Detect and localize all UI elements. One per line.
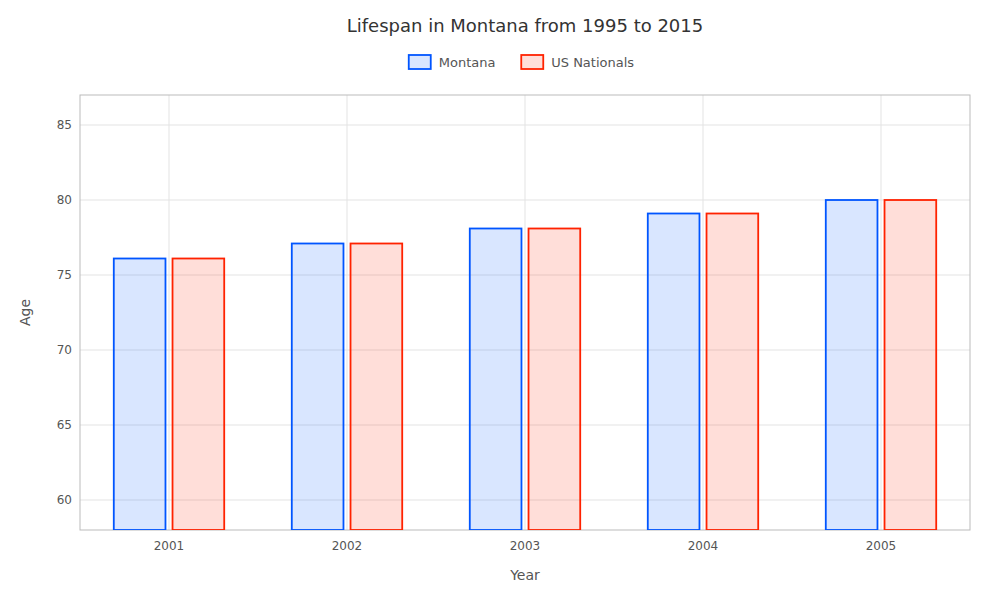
x-tick-label: 2004	[688, 539, 719, 553]
x-tick-label: 2002	[332, 539, 363, 553]
x-tick-label: 2005	[866, 539, 897, 553]
bar	[114, 259, 166, 531]
chart-title: Lifespan in Montana from 1995 to 2015	[347, 15, 703, 36]
x-tick-label: 2003	[510, 539, 541, 553]
legend-swatch	[521, 55, 543, 69]
bar	[470, 229, 522, 531]
y-tick-label: 60	[57, 493, 72, 507]
bar	[648, 214, 700, 531]
bar	[826, 200, 878, 530]
x-axis-label: Year	[509, 567, 540, 583]
x-axis: 2001 2002 2003 2004 2005	[154, 539, 897, 553]
legend-label: Montana	[439, 55, 496, 70]
bar	[351, 244, 403, 531]
y-tick-label: 75	[57, 268, 72, 282]
bar	[173, 259, 225, 531]
x-grid-line	[347, 95, 348, 530]
grid	[80, 95, 970, 530]
bar	[529, 229, 581, 531]
y-tick-label: 80	[57, 193, 72, 207]
bars	[114, 200, 936, 530]
y-axis: 60 65 70 75 80 85	[57, 118, 72, 507]
y-axis-label: Age	[17, 299, 33, 326]
y-tick-label: 85	[57, 118, 72, 132]
y-tick-label: 70	[57, 343, 72, 357]
x-grid-line	[881, 95, 882, 530]
chart-container: Lifespan in Montana from 1995 to 2015 Mon…	[0, 0, 1000, 600]
bar	[292, 244, 344, 531]
y-tick-label: 65	[57, 418, 72, 432]
x-grid-line	[703, 95, 704, 530]
legend-swatch	[409, 55, 431, 69]
legend-label: US Nationals	[551, 55, 634, 70]
x-tick-label: 2001	[154, 539, 185, 553]
plot-frame	[80, 95, 970, 530]
x-grid-line	[525, 95, 526, 530]
x-grid-line	[169, 95, 170, 530]
chart-svg: Lifespan in Montana from 1995 to 2015 Mon…	[0, 0, 1000, 600]
bar	[885, 200, 937, 530]
bar	[707, 214, 759, 531]
legend: Montana US Nationals	[409, 55, 635, 70]
